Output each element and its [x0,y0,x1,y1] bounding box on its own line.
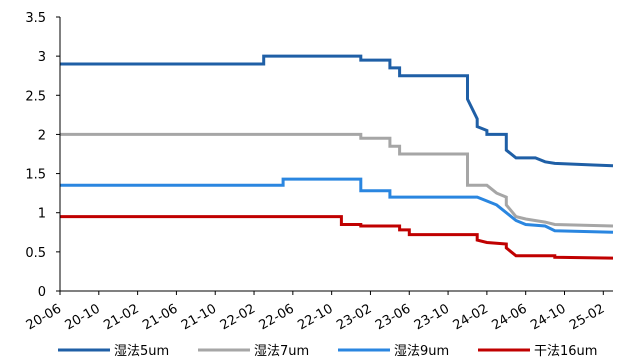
y-axis: 0 0.5 1 1.5 2 2.5 3 3.5 [25,11,61,300]
legend-label-4: 干法16um [534,344,597,359]
x-tick-label: 20-10 [63,301,103,333]
x-tick-label: 22-02 [218,301,258,333]
x-tick-label: 21-02 [101,301,141,333]
y-tick-label: 3.5 [25,11,46,26]
x-tick-label: 23-06 [373,301,413,333]
legend-label-1: 湿法5um [114,344,169,359]
y-tick-label: 1 [38,207,46,222]
x-tick-label: 20-06 [24,301,64,333]
series-line-4 [60,215,614,260]
legend: 湿法5um 湿法7um 湿法9um 干法16um [58,344,597,359]
y-tick-label: 2 [38,128,46,143]
x-axis: 20-0620-1021-0221-0621-1022-0222-0622-10… [24,290,613,333]
x-tick-label: 25-02 [567,301,607,333]
x-tick-label: 24-02 [451,301,491,333]
y-tick-label: 3 [38,50,46,65]
y-tick-label: 0 [38,285,46,300]
y-tick-label: 1.5 [25,168,46,183]
x-tick-label: 21-10 [179,301,219,333]
legend-label-3: 湿法9um [394,344,449,359]
series-line-1 [60,54,614,168]
y-tick-label: 0.5 [25,246,46,261]
series-line-3 [60,177,614,234]
x-tick-label: 23-10 [412,301,452,333]
x-tick-label: 22-06 [257,301,297,333]
plot-area [60,54,614,260]
x-tick-label: 24-10 [528,301,568,333]
x-tick-label: 22-10 [295,301,335,333]
y-tick-label: 2.5 [25,89,46,104]
x-tick-label: 23-02 [334,301,374,333]
series-line-2 [60,132,614,228]
x-tick-label: 24-06 [489,301,529,333]
x-tick-label: 21-06 [140,301,180,333]
legend-label-2: 湿法7um [254,344,309,359]
